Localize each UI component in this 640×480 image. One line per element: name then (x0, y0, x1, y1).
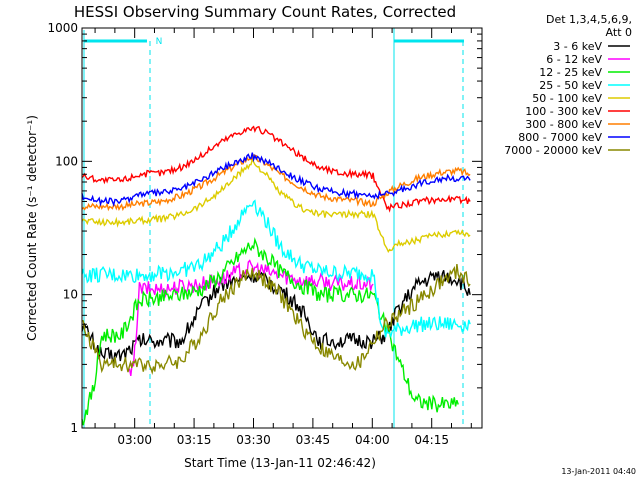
legend-label-2: 6 - 12 keV (546, 53, 602, 66)
x-tick-label: 04:00 (355, 433, 390, 447)
legend-header-line-2: Att 0 (606, 26, 632, 39)
legend-label-4: 25 - 50 keV (539, 79, 602, 92)
legend-label-9: 7000 - 20000 keV (504, 144, 602, 157)
x-axis-label: Start Time (13-Jan-11 02:46:42) (184, 456, 376, 470)
x-tick-label: 03:30 (236, 433, 271, 447)
legend-label-7: 300 - 800 keV (525, 118, 602, 131)
y-tick-label: 10 (63, 288, 78, 302)
orbit-markers: N (83, 28, 464, 428)
legend-label-3: 12 - 25 keV (539, 66, 602, 79)
series-line-6 (81, 125, 471, 213)
x-tick-label: 04:15 (414, 433, 449, 447)
x-tick-label: 03:00 (117, 433, 152, 447)
y-axis-label: Corrected Count Rate (s⁻¹ detector⁻¹) (25, 115, 39, 341)
date-stamp: 13-Jan-2011 04:40 (561, 467, 636, 476)
legend-label-8: 800 - 7000 keV (518, 131, 602, 144)
chart-title: HESSI Observing Summary Count Rates, Cor… (74, 3, 456, 21)
x-axis-ticks: 03:00 03:15 03:30 03:45 04:00 04:15 (94, 28, 472, 447)
x-tick-label: 03:45 (296, 433, 331, 447)
legend-label-6: 100 - 300 keV (525, 105, 602, 118)
series-group (81, 125, 471, 426)
series-line-8 (81, 152, 471, 208)
y-tick-label: 1 (70, 421, 78, 435)
plot-frame (81, 27, 483, 429)
legend-header-line-1: Det 1,3,4,5,6,9, (546, 13, 632, 26)
legend-label-5: 50 - 100 keV (532, 92, 602, 105)
y-tick-label: 100 (55, 154, 78, 168)
x-tick-label: 03:15 (177, 433, 212, 447)
y-axis-ticks: 1 10 100 1000 (47, 21, 482, 435)
series-line-3 (81, 236, 459, 426)
y-tick-label: 1000 (47, 21, 78, 35)
series-line-9 (81, 264, 471, 376)
series-line-4 (81, 199, 471, 339)
series-line-5 (81, 157, 471, 254)
night-marker-label: N (156, 37, 163, 47)
series-line-2 (128, 259, 374, 377)
legend-label-1: 3 - 6 keV (553, 40, 602, 53)
